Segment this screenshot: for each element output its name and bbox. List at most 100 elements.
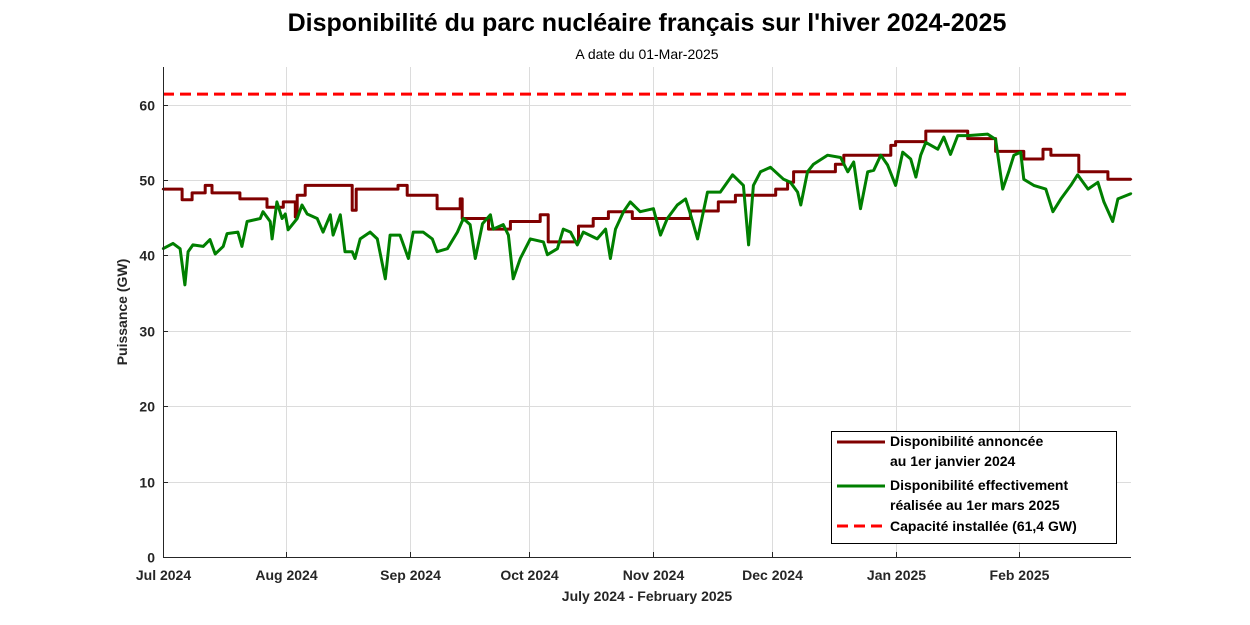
realised-data-point [769,166,772,169]
realised-data-point [986,132,989,136]
announced-data-point [592,217,595,220]
announced-data-point [459,197,462,201]
realised-data-point [435,250,439,253]
announced-data-point [435,207,439,210]
realised-data-point [666,217,669,220]
realised-data-point [582,230,585,234]
realised-data-point [351,250,354,253]
realised-data-point [639,210,642,213]
realised-data-point [966,134,969,137]
y-tick-label: 30 [139,324,155,340]
legend-label-announced: Disponibilité annoncée [890,433,1043,449]
x-tick-label: Jan 2025 [867,567,926,583]
y-tick-label: 60 [139,98,155,114]
realised-data-point [994,138,997,141]
announced-data-point [294,215,297,219]
realised-data-point [507,233,510,237]
realised-data-point [1012,154,1016,157]
realised-data-point [806,170,809,173]
realised-data-point [222,245,225,248]
realised-data-point [492,227,495,231]
announced-data-point [1106,178,1110,181]
realised-data-point [286,228,290,231]
realised-data-point [826,154,829,157]
realised-data-point [901,151,904,154]
realised-data-point [1069,184,1073,187]
realised-data-point [1001,187,1004,191]
realised-data-point [1007,170,1010,173]
realised-data-point [462,217,465,220]
realised-data-point [747,243,750,247]
announced-series-line [163,129,1131,244]
realised-data-point [456,230,459,234]
realised-data-point [1059,197,1063,201]
realised-data-point [269,220,272,223]
announced-data-point [265,206,269,209]
y-axis-label: Puissance (GW) [114,259,130,366]
realised-data-point [183,283,187,287]
realised-data-point [894,184,897,187]
realised-data-point [956,134,959,137]
realised-data-point [614,227,617,231]
x-tick-label: Jul 2024 [136,567,191,583]
realised-data-point [368,230,372,234]
realised-data-point [719,190,722,194]
realised-data-point [942,135,945,139]
x-tick-label: Oct 2024 [500,567,559,583]
announced-data-point [296,194,299,197]
realised-data-point [468,223,472,226]
realised-data-point [839,156,842,159]
realised-data-point [280,217,284,220]
realised-data-point [846,170,849,173]
realised-data-point [919,154,922,157]
realised-data-point [789,181,792,184]
announced-data-point [966,137,969,140]
legend-label-installed: Capacité installée (61,4 GW) [890,518,1077,534]
announced-data-point [717,200,720,204]
realised-data-point [202,245,205,248]
realised-data-point [316,217,319,220]
y-tick-label: 10 [139,475,155,491]
realised-data-point [782,178,785,181]
realised-data-point [924,141,927,144]
y-tick-label: 20 [139,399,155,415]
realised-data-point [752,184,755,187]
announced-data-point [547,240,550,244]
x-tick-label: Dec 2024 [742,567,803,583]
announced-data-point [487,227,490,231]
plot-lines [161,92,1133,287]
announced-data-point [304,184,307,187]
realised-data-point [178,247,182,250]
realised-data-point [1076,173,1079,176]
announced-data-point [509,220,512,223]
realised-data-point [331,233,335,237]
realised-data-point [191,243,195,247]
realised-data-point [759,170,762,173]
realised-data-point [914,175,918,179]
realised-data-point [421,230,425,234]
legend: Disponibilité annoncée au 1er janvier 202… [831,431,1117,544]
realised-data-point [261,210,265,213]
announced-data-point [351,209,354,212]
legend-label-announced: au 1er janvier 2024 [890,453,1016,469]
realised-data-point [684,197,687,201]
realised-data-point [225,232,229,235]
x-axis-label: July 2024 - February 2025 [562,588,733,604]
y-tick-label: 40 [139,248,155,264]
realised-data-point [353,257,357,260]
realised-data-point [474,257,477,260]
realised-data-point [359,237,362,241]
realised-data-point [556,247,559,250]
realised-data-point [275,200,279,204]
realised-data-point [481,222,484,225]
realised-data-point [296,217,299,220]
realised-data-point [622,210,625,213]
realised-data-point [689,212,692,216]
realised-data-point [866,170,869,173]
announced-data-point [1041,148,1045,151]
realised-data-point [240,245,244,248]
realised-data-point [569,230,572,234]
realised-data-point [270,237,274,241]
announced-data-point [792,170,795,173]
announced-data-point [1049,154,1053,157]
